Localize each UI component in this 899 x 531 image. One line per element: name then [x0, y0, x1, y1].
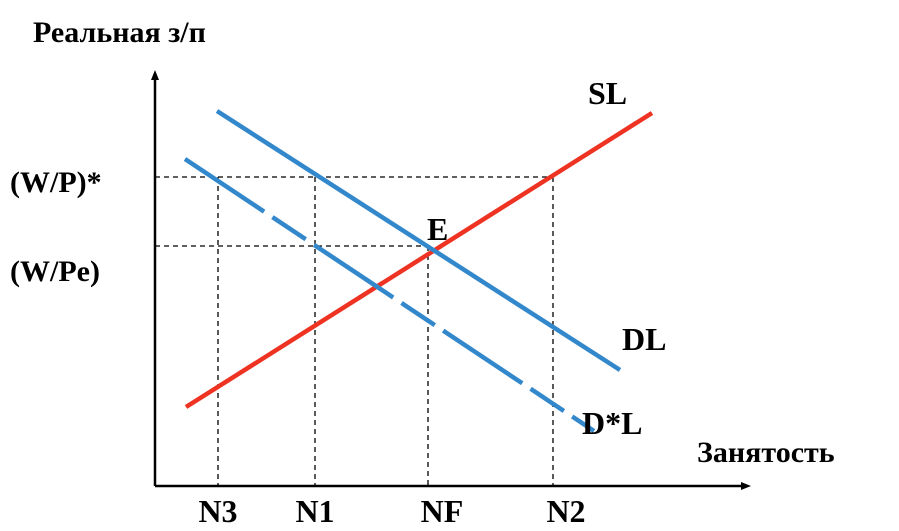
demand-curve-dl — [215, 109, 622, 372]
x-axis-label: Занятость — [697, 436, 835, 469]
demand-curve-dstar-l — [183, 157, 596, 433]
n2-label: N2 — [546, 493, 585, 529]
n1-label: N1 — [295, 493, 334, 529]
wage-eq-label: (W/Pe) — [10, 255, 100, 288]
wage-star-label: (W/P)* — [10, 166, 102, 199]
y-axis-label: Реальная з/п — [33, 16, 206, 49]
dl-label: DL — [622, 321, 666, 357]
equilibrium-point-label: E — [427, 211, 448, 247]
sl-label: SL — [588, 75, 627, 111]
nf-label: NF — [421, 493, 464, 529]
supply-curve-sl — [184, 111, 654, 409]
dstar-l-label: D*L — [582, 405, 642, 441]
n3-label: N3 — [198, 493, 237, 529]
